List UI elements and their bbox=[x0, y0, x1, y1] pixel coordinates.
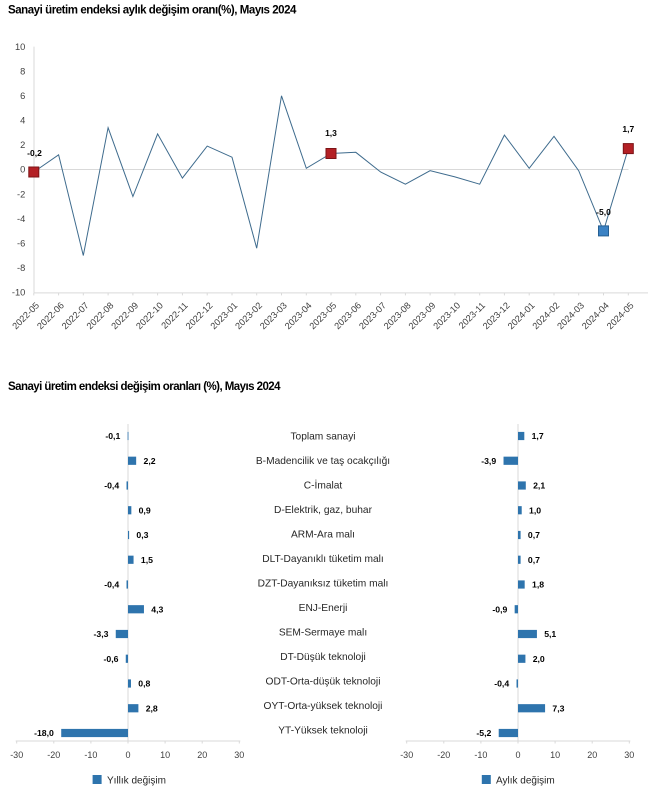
svg-text:-2: -2 bbox=[17, 189, 25, 199]
svg-text:DLT-Dayanıklı tüketim malı: DLT-Dayanıklı tüketim malı bbox=[262, 554, 384, 565]
svg-text:D-Elektrik, gaz, buhar: D-Elektrik, gaz, buhar bbox=[274, 505, 373, 516]
svg-text:-30: -30 bbox=[10, 750, 23, 760]
svg-text:-10: -10 bbox=[12, 288, 25, 298]
svg-text:-10: -10 bbox=[474, 750, 487, 760]
svg-text:2: 2 bbox=[20, 140, 25, 150]
svg-text:6: 6 bbox=[20, 91, 25, 101]
svg-text:0,3: 0,3 bbox=[136, 530, 148, 540]
svg-text:-30: -30 bbox=[400, 750, 413, 760]
svg-text:C-İmalat: C-İmalat bbox=[304, 479, 343, 492]
svg-text:4,3: 4,3 bbox=[151, 605, 163, 615]
svg-text:-0,2: -0,2 bbox=[27, 148, 42, 158]
svg-text:0,8: 0,8 bbox=[138, 679, 150, 689]
svg-text:Aylık değişim: Aylık değişim bbox=[496, 776, 555, 787]
svg-text:Yıllık değişim: Yıllık değişim bbox=[107, 776, 166, 787]
svg-text:1,8: 1,8 bbox=[532, 580, 544, 590]
svg-text:-10: -10 bbox=[84, 750, 97, 760]
svg-text:Sanayi üretim endeksi aylık de: Sanayi üretim endeksi aylık değişim oran… bbox=[8, 5, 297, 17]
svg-text:Toplam sanayi: Toplam sanayi bbox=[290, 432, 355, 443]
svg-text:2,1: 2,1 bbox=[533, 481, 545, 491]
svg-text:-0,4: -0,4 bbox=[104, 580, 119, 590]
svg-text:1,3: 1,3 bbox=[325, 128, 337, 138]
svg-text:-18,0: -18,0 bbox=[34, 728, 54, 738]
svg-text:0: 0 bbox=[125, 750, 130, 760]
svg-text:DT-Düşük teknoloji: DT-Düşük teknoloji bbox=[280, 652, 366, 663]
svg-text:-20: -20 bbox=[437, 750, 450, 760]
svg-text:YT-Yüksek teknoloji: YT-Yüksek teknoloji bbox=[278, 726, 367, 737]
svg-text:DZT-Dayanıksız tüketim malı: DZT-Dayanıksız tüketim malı bbox=[258, 579, 389, 590]
svg-text:8: 8 bbox=[20, 66, 25, 76]
svg-text:-0,1: -0,1 bbox=[105, 431, 120, 441]
svg-text:5,1: 5,1 bbox=[544, 629, 556, 639]
svg-text:ENJ-Enerji: ENJ-Enerji bbox=[299, 603, 348, 614]
svg-text:10: 10 bbox=[15, 42, 25, 52]
svg-text:0: 0 bbox=[20, 165, 25, 175]
svg-text:2,2: 2,2 bbox=[144, 456, 156, 466]
svg-text:-0,4: -0,4 bbox=[494, 679, 509, 689]
svg-text:-8: -8 bbox=[17, 263, 25, 273]
svg-text:ARM-Ara malı: ARM-Ara malı bbox=[291, 530, 355, 541]
svg-text:ODT-Orta-düşük teknoloji: ODT-Orta-düşük teknoloji bbox=[266, 677, 381, 688]
svg-text:B-Madencilik ve taş ocakçılığı: B-Madencilik ve taş ocakçılığı bbox=[256, 456, 390, 467]
svg-text:-0,4: -0,4 bbox=[104, 481, 119, 491]
svg-text:1,0: 1,0 bbox=[529, 506, 541, 516]
svg-text:-3,9: -3,9 bbox=[481, 456, 496, 466]
svg-text:-0,6: -0,6 bbox=[104, 654, 119, 664]
svg-text:-5,0: -5,0 bbox=[596, 207, 611, 217]
svg-text:1,5: 1,5 bbox=[141, 555, 153, 565]
svg-text:-0,9: -0,9 bbox=[492, 605, 507, 615]
svg-text:Sanayi üretim endeksi değişim: Sanayi üretim endeksi değişim oranları (… bbox=[8, 381, 281, 393]
svg-text:-20: -20 bbox=[47, 750, 60, 760]
svg-text:0,9: 0,9 bbox=[139, 506, 151, 516]
svg-text:OYT-Orta-yüksek teknoloji: OYT-Orta-yüksek teknoloji bbox=[264, 701, 383, 712]
svg-text:0: 0 bbox=[515, 750, 520, 760]
svg-text:4: 4 bbox=[20, 116, 25, 126]
svg-text:-4: -4 bbox=[17, 214, 25, 224]
svg-text:-6: -6 bbox=[17, 238, 25, 248]
svg-text:30: 30 bbox=[234, 750, 244, 760]
svg-text:1,7: 1,7 bbox=[532, 431, 544, 441]
svg-text:-5,2: -5,2 bbox=[476, 728, 491, 738]
svg-text:-3,3: -3,3 bbox=[94, 629, 109, 639]
svg-text:2,8: 2,8 bbox=[146, 704, 158, 714]
svg-text:SEM-Sermaye malı: SEM-Sermaye malı bbox=[279, 628, 367, 639]
svg-text:30: 30 bbox=[624, 750, 634, 760]
svg-text:1,7: 1,7 bbox=[622, 124, 634, 134]
svg-text:20: 20 bbox=[197, 750, 207, 760]
svg-text:7,3: 7,3 bbox=[552, 704, 564, 714]
svg-text:0,7: 0,7 bbox=[528, 530, 540, 540]
svg-text:20: 20 bbox=[587, 750, 597, 760]
svg-text:2,0: 2,0 bbox=[533, 654, 545, 664]
svg-text:0,7: 0,7 bbox=[528, 555, 540, 565]
svg-text:10: 10 bbox=[160, 750, 170, 760]
svg-text:10: 10 bbox=[550, 750, 560, 760]
